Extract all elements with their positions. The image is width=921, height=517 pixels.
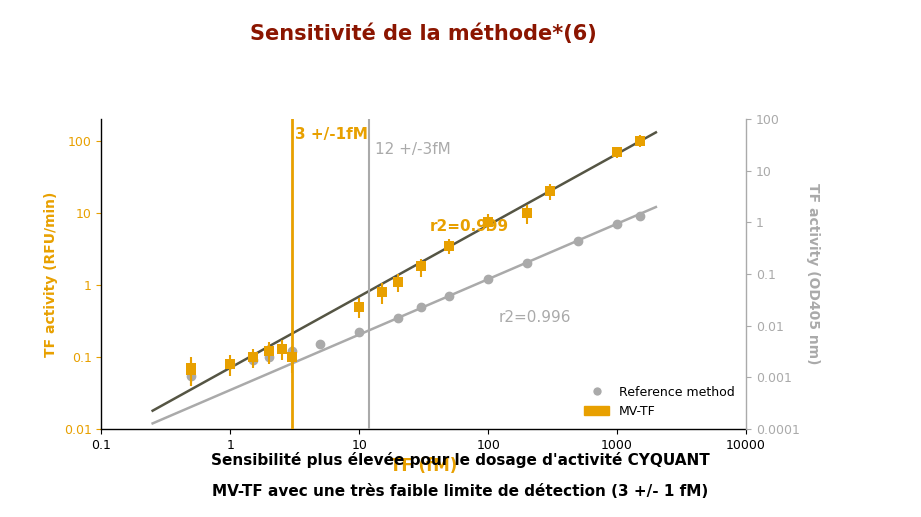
Y-axis label: TF activity (OD405 nm): TF activity (OD405 nm): [807, 183, 821, 365]
Legend: Reference method, MV-TF: Reference method, MV-TF: [579, 381, 740, 423]
Text: 3 +/-1fM: 3 +/-1fM: [295, 127, 367, 142]
Text: Sensibilité plus élevée pour le dosage d'activité CYQUANT: Sensibilité plus élevée pour le dosage d…: [211, 452, 710, 468]
X-axis label: TF (fM): TF (fM): [390, 458, 458, 476]
Text: 12 +/-3fM: 12 +/-3fM: [375, 142, 450, 157]
Text: r2=0.999: r2=0.999: [429, 219, 508, 234]
Text: r2=0.996: r2=0.996: [498, 310, 571, 325]
Y-axis label: TF activity (RFU/min): TF activity (RFU/min): [44, 191, 58, 357]
Text: Sensitivité de la méthode*(6): Sensitivité de la méthode*(6): [251, 23, 597, 44]
Text: MV-TF avec une très faible limite de détection (3 +/- 1 fM): MV-TF avec une très faible limite de dét…: [213, 484, 708, 499]
